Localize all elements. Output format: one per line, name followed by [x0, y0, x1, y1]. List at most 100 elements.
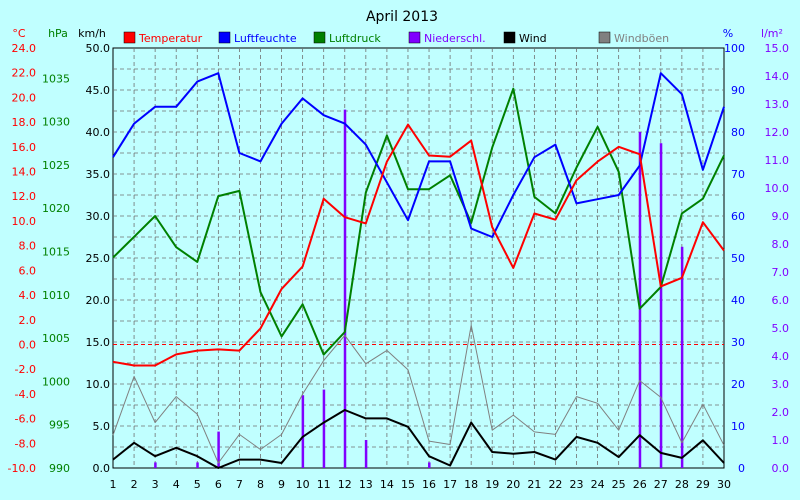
legend-swatch — [123, 31, 136, 44]
rain-tick-label: 13.0 — [765, 98, 790, 111]
x-tick-label: 3 — [152, 478, 159, 491]
x-tick-label: 7 — [236, 478, 243, 491]
wind-tick-label: 35.0 — [86, 168, 111, 181]
axes: 24.022.020.018.016.014.012.010.08.06.04.… — [8, 42, 789, 491]
x-tick-label: 2 — [131, 478, 138, 491]
wind-axis-unit: km/h — [78, 27, 106, 40]
x-tick-label: 27 — [654, 478, 668, 491]
pressure-tick-label: 1005 — [42, 332, 70, 345]
rain-bar — [154, 462, 157, 468]
rain-tick-label: 5.0 — [772, 322, 790, 335]
x-tick-label: 29 — [696, 478, 710, 491]
x-tick-label: 26 — [633, 478, 647, 491]
legend-label: Windböen — [614, 32, 669, 45]
x-tick-label: 16 — [422, 478, 436, 491]
temp-tick-label: -6.0 — [15, 413, 36, 426]
temp-tick-label: 12.0 — [12, 190, 37, 203]
pressure-tick-label: 1025 — [42, 159, 70, 172]
temp-tick-label: 4.0 — [19, 289, 37, 302]
rain-bar — [638, 132, 642, 468]
pressure-tick-label: 995 — [49, 419, 70, 432]
rain-tick-label: 4.0 — [772, 350, 790, 363]
rain-tick-label: 12.0 — [765, 126, 790, 139]
x-tick-label: 18 — [464, 478, 478, 491]
rain-bar — [217, 431, 220, 468]
temp-tick-label: -4.0 — [15, 388, 36, 401]
x-tick-label: 13 — [359, 478, 373, 491]
humidity-tick-label: 100 — [724, 42, 745, 55]
rain-tick-label: 2.0 — [772, 406, 790, 419]
rain-tick-label: 6.0 — [772, 294, 790, 307]
legend-swatch — [408, 31, 421, 44]
x-tick-label: 20 — [506, 478, 520, 491]
x-tick-label: 15 — [401, 478, 415, 491]
temp-tick-label: 10.0 — [12, 215, 37, 228]
pressure-tick-label: 1015 — [42, 246, 70, 259]
rain-tick-label: 3.0 — [772, 378, 790, 391]
x-tick-label: 6 — [215, 478, 222, 491]
rain-bar — [364, 440, 368, 468]
pressure-tick-label: 1030 — [42, 116, 70, 129]
chart-title: April 2013 — [366, 9, 438, 25]
x-tick-label: 30 — [717, 478, 731, 491]
series-line-windböen — [112, 324, 725, 464]
wind-tick-label: 0.0 — [93, 462, 111, 475]
temp-tick-label: 0.0 — [19, 338, 37, 351]
humidity-tick-label: 90 — [731, 84, 745, 97]
legend-label: Luftfeuchte — [234, 32, 297, 45]
pressure-axis-unit: hPa — [48, 27, 68, 40]
x-tick-label: 5 — [194, 478, 201, 491]
humidity-tick-label: 70 — [731, 168, 745, 181]
series-lines — [112, 72, 725, 469]
x-tick-label: 19 — [485, 478, 499, 491]
temp-tick-label: -8.0 — [15, 437, 36, 450]
rain-tick-label: 14.0 — [765, 70, 790, 83]
rain-bar — [680, 246, 684, 468]
temp-tick-label: 22.0 — [12, 67, 37, 80]
pressure-tick-label: 1010 — [42, 289, 70, 302]
x-tick-label: 1 — [110, 478, 117, 491]
x-tick-label: 28 — [675, 478, 689, 491]
rain-bar — [343, 109, 347, 468]
temp-tick-label: -10.0 — [8, 462, 36, 475]
legend-swatch — [503, 31, 516, 44]
humidity-tick-label: 20 — [731, 378, 745, 391]
temp-tick-label: 6.0 — [19, 264, 37, 277]
temp-tick-label: 16.0 — [12, 141, 37, 154]
humidity-tick-label: 60 — [731, 210, 745, 223]
humidity-tick-label: 40 — [731, 294, 745, 307]
legend-swatch — [218, 31, 231, 44]
wind-tick-label: 25.0 — [86, 252, 111, 265]
wind-tick-label: 40.0 — [86, 126, 111, 139]
x-tick-label: 12 — [338, 478, 352, 491]
rain-axis-unit: l/m² — [761, 27, 783, 40]
wind-tick-label: 5.0 — [93, 420, 111, 433]
x-tick-label: 21 — [527, 478, 541, 491]
legend-label: Luftdruck — [329, 32, 381, 45]
legend-label: Temperatur — [138, 32, 203, 45]
legend-label: Wind — [519, 32, 547, 45]
wind-tick-label: 10.0 — [86, 378, 111, 391]
humidity-tick-label: 0 — [738, 462, 745, 475]
legend: Temperatur Luftfeuchte Luftdruck Niederschl… — [123, 31, 669, 45]
rain-bars — [154, 109, 684, 468]
legend-swatch — [598, 31, 611, 44]
rain-tick-label: 10.0 — [765, 182, 790, 195]
x-tick-label: 25 — [612, 478, 626, 491]
temp-tick-label: 8.0 — [19, 240, 37, 253]
series-line-temperatur — [112, 123, 725, 367]
x-tick-label: 11 — [317, 478, 331, 491]
rain-bar — [301, 395, 305, 468]
temp-tick-label: 24.0 — [12, 42, 37, 55]
humidity-tick-label: 10 — [731, 420, 745, 433]
pressure-tick-label: 1000 — [42, 375, 70, 388]
x-tick-label: 10 — [296, 478, 310, 491]
rain-tick-label: 9.0 — [772, 210, 790, 223]
temp-tick-label: -2.0 — [15, 363, 36, 376]
temp-tick-label: 14.0 — [12, 166, 37, 179]
rain-bar — [322, 389, 326, 468]
x-tick-label: 23 — [570, 478, 584, 491]
humidity-tick-label: 50 — [731, 252, 745, 265]
wind-tick-label: 30.0 — [86, 210, 111, 223]
